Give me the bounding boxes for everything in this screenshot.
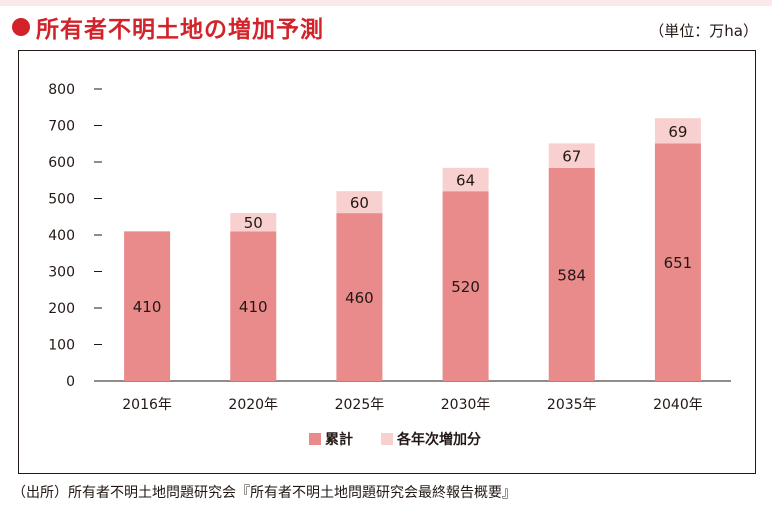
bar-cumulative xyxy=(654,143,701,381)
legend-label-increase: 各年次増加分 xyxy=(396,431,481,448)
y-tick-label: 100 xyxy=(48,338,75,354)
bar-cumulative xyxy=(442,191,489,381)
bar-increase-value-label: 69 xyxy=(668,123,687,141)
y-tick-label: 800 xyxy=(48,82,75,98)
bar-increase-value-label: 60 xyxy=(350,194,369,212)
y-tick-label: 200 xyxy=(48,301,75,317)
bar-cumulative-value-label: 651 xyxy=(664,254,693,272)
chart-frame: 0 100 200 300 400 500 600 700 800 410 2016年 410 50 20… xyxy=(18,50,756,474)
chart-heading: 所有者不明土地の増加予測 xyxy=(12,12,324,43)
bar-increase xyxy=(548,143,595,168)
x-tick-label: 2035年 xyxy=(547,397,597,413)
x-tick-label: 2020年 xyxy=(228,397,278,413)
bar-cumulative-value-label: 410 xyxy=(239,298,268,316)
bar-increase xyxy=(230,213,277,232)
bar-cumulative xyxy=(230,231,277,381)
unit-label: （単位：万ha） xyxy=(649,22,758,40)
page-title: 所有者不明土地の増加予測 xyxy=(36,17,324,43)
bar-increase xyxy=(336,191,383,214)
bar-increase-value-label: 67 xyxy=(562,148,581,166)
source-note: （出所）所有者不明土地問題研究会『所有者不明土地問題研究会最終報告概要』 xyxy=(12,485,516,501)
y-tick-label: 0 xyxy=(66,374,75,390)
y-tick-label: 300 xyxy=(48,265,75,281)
legend-label-cumulative: 累計 xyxy=(325,431,353,448)
bullet-dot-icon xyxy=(12,18,30,36)
legend-swatch-increase xyxy=(381,433,393,445)
bar-cumulative-value-label: 460 xyxy=(345,289,374,307)
bar-cumulative-value-label: 520 xyxy=(451,278,480,296)
bar-cumulative-value-label: 584 xyxy=(557,266,586,284)
bar-increase-value-label: 64 xyxy=(456,172,475,190)
bar-cumulative xyxy=(124,231,171,381)
bar-cumulative xyxy=(548,167,595,381)
legend-swatch-cumulative xyxy=(309,433,321,445)
x-tick-label: 2016年 xyxy=(122,397,172,413)
bar-chart: 0 100 200 300 400 500 600 700 800 410 2016年 410 50 20… xyxy=(48,82,731,448)
bar-increase xyxy=(442,167,489,192)
x-tick-label: 2025年 xyxy=(335,397,385,413)
y-tick-label: 600 xyxy=(48,155,75,171)
x-tick-label: 2030年 xyxy=(441,397,491,413)
y-tick-label: 500 xyxy=(48,192,75,208)
bar-increase xyxy=(654,118,701,144)
y-tick-label: 400 xyxy=(48,228,75,244)
x-tick-label: 2040年 xyxy=(653,397,703,413)
top-decorative-band xyxy=(0,0,772,6)
bar-cumulative-value-label: 410 xyxy=(133,298,162,316)
bar-cumulative xyxy=(336,213,383,381)
bar-increase-value-label: 50 xyxy=(244,214,263,232)
y-tick-label: 700 xyxy=(48,119,75,135)
